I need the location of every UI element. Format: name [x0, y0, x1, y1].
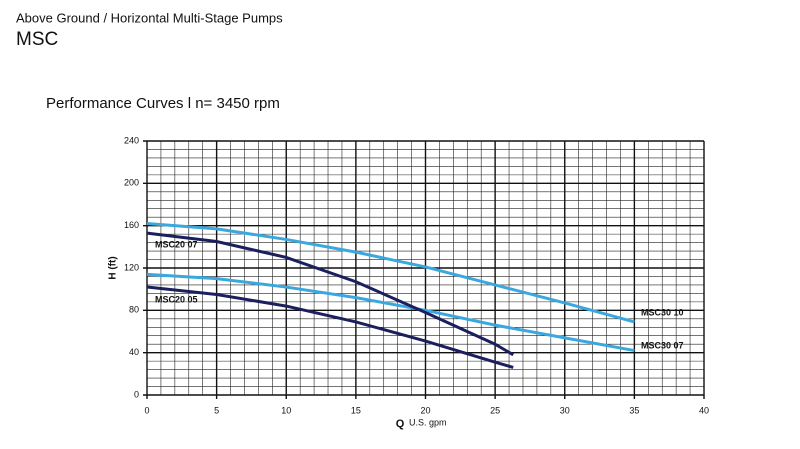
x-tick-label: 25	[490, 405, 500, 415]
y-tick-label: 200	[124, 178, 139, 188]
curve	[146, 231, 514, 357]
x-axis-symbol: Q	[396, 418, 405, 430]
curve-label: MSC20 05	[155, 294, 198, 304]
x-tick-label: 5	[214, 405, 219, 415]
y-tick-label: 80	[129, 305, 139, 315]
curve-label: MSC20 07	[155, 239, 198, 249]
product: MSC	[16, 29, 58, 50]
curve-label: MSC30 07	[641, 340, 684, 350]
x-tick-label: 0	[144, 405, 149, 415]
x-tick-label: 15	[351, 405, 361, 415]
x-tick-label: 10	[281, 405, 291, 415]
y-tick-label: 160	[124, 220, 139, 230]
curve	[146, 272, 635, 353]
x-tick-label: 40	[699, 405, 709, 415]
x-tick-label: 30	[560, 405, 570, 415]
curve	[146, 285, 514, 369]
y-tick-label: 120	[124, 262, 139, 272]
y-tick-label: 40	[129, 347, 139, 357]
curve	[146, 222, 635, 324]
y-tick-label: 240	[124, 135, 139, 145]
subtitle: Performance Curves l n= 3450 rpm	[46, 95, 280, 112]
x-tick-label: 20	[420, 405, 430, 415]
y-axis-label: H (ft)	[108, 256, 119, 279]
x-tick-label: 35	[629, 405, 639, 415]
y-tick-label: 0	[134, 389, 139, 399]
category: Above Ground / Horizontal Multi-Stage Pu…	[16, 10, 283, 25]
curve-label: MSC30 10	[641, 307, 684, 317]
x-axis-label: U.S. gpm	[409, 417, 447, 427]
